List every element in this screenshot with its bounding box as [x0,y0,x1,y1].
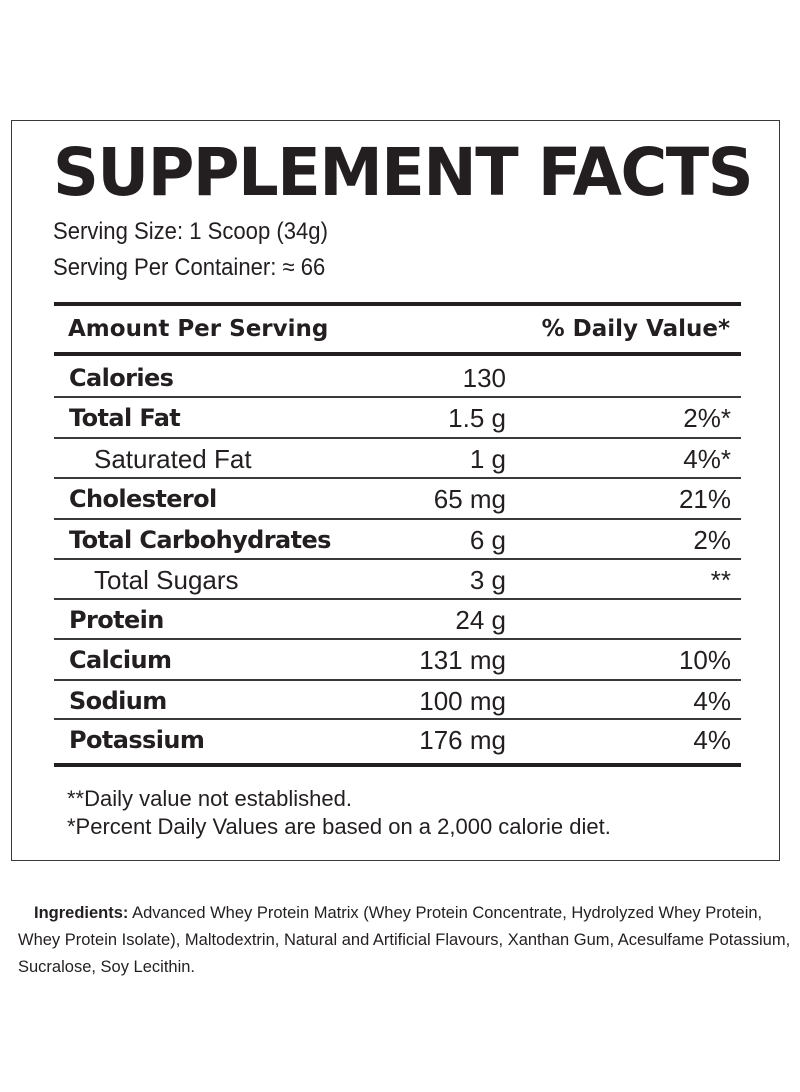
nutrient-amount: 1 g [469,444,506,474]
nutrient-row: Total Sugars 3 g ** [54,559,741,599]
nutrient-daily-value: 2%* [683,403,731,433]
table-bottom-rule [54,763,741,767]
nutrient-name: Calcium [69,646,172,674]
serving-size: Serving Size: 1 Scoop (34g) [53,218,328,245]
nutrient-row: Saturated Fat 1 g 4%* [54,438,741,478]
nutrient-name: Calories [69,364,174,392]
nutrient-name: Saturated Fat [94,444,252,474]
nutrient-row: Sodium 100 mg 4% [54,680,741,720]
nutrient-daily-value: 4% [693,725,731,755]
nutrient-amount: 131 mg [419,645,506,675]
servings-per-container: Serving Per Container: ≈ 66 [53,254,326,281]
nutrient-row: Calories 130 [54,357,741,397]
nutrient-row: Cholesterol 65 mg 21% [54,478,741,518]
footnote-daily-values: *Percent Daily Values are based on a 2,0… [67,814,611,839]
nutrient-name: Total Carbohydrates [69,526,331,554]
nutrient-name: Total Sugars [94,565,239,595]
row-divider [54,679,741,681]
nutrient-name: Sodium [69,687,167,715]
nutrient-amount: 65 mg [433,484,506,514]
ingredients-statement: Ingredients: Advanced Whey Protein Matri… [18,900,796,981]
nutrient-row: Protein 24 g [54,599,741,639]
nutrient-daily-value: 21% [678,484,731,514]
row-divider [54,598,741,600]
nutrient-name: Total Fat [69,404,181,432]
nutrient-amount: 6 g [469,525,506,555]
ingredients-label: Ingredients: [34,904,129,922]
nutrient-daily-value: ** [710,565,731,595]
row-divider [54,518,741,520]
ingredients-text: Advanced Whey Protein Matrix (Whey Prote… [18,904,791,976]
header-bottom-rule [54,352,741,356]
row-divider [54,396,741,398]
footnote-not-established: **Daily value not established. [67,786,352,811]
amount-per-serving-header: Amount Per Serving [68,316,329,342]
row-divider [54,558,741,560]
nutrient-name: Potassium [69,726,205,754]
row-divider [54,638,741,640]
header-top-rule [54,302,741,306]
nutrient-daily-value: 4% [693,686,731,716]
row-divider [54,718,741,720]
nutrient-daily-value: 10% [678,645,731,675]
nutrient-amount: 3 g [469,565,506,595]
nutrient-amount: 100 mg [419,686,506,716]
label-title: SUPPLEMENT FACTS [53,134,754,211]
nutrient-daily-value: 2% [693,525,731,555]
row-divider [54,477,741,479]
row-divider [54,437,741,439]
nutrient-name: Cholesterol [69,485,217,513]
nutrient-amount: 24 g [455,605,506,635]
nutrient-row: Calcium 131 mg 10% [54,639,741,679]
nutrient-daily-value: 4%* [683,444,731,474]
supplement-facts-panel [11,120,780,861]
nutrient-amount: 130 [462,363,506,393]
nutrient-amount: 1.5 g [448,403,506,433]
nutrient-row: Total Fat 1.5 g 2%* [54,397,741,437]
nutrient-amount: 176 mg [419,725,506,755]
nutrient-name: Protein [69,606,164,634]
daily-value-header: % Daily Value* [541,316,730,342]
nutrient-row: Potassium 176 mg 4% [54,719,741,759]
nutrient-row: Total Carbohydrates 6 g 2% [54,519,741,559]
